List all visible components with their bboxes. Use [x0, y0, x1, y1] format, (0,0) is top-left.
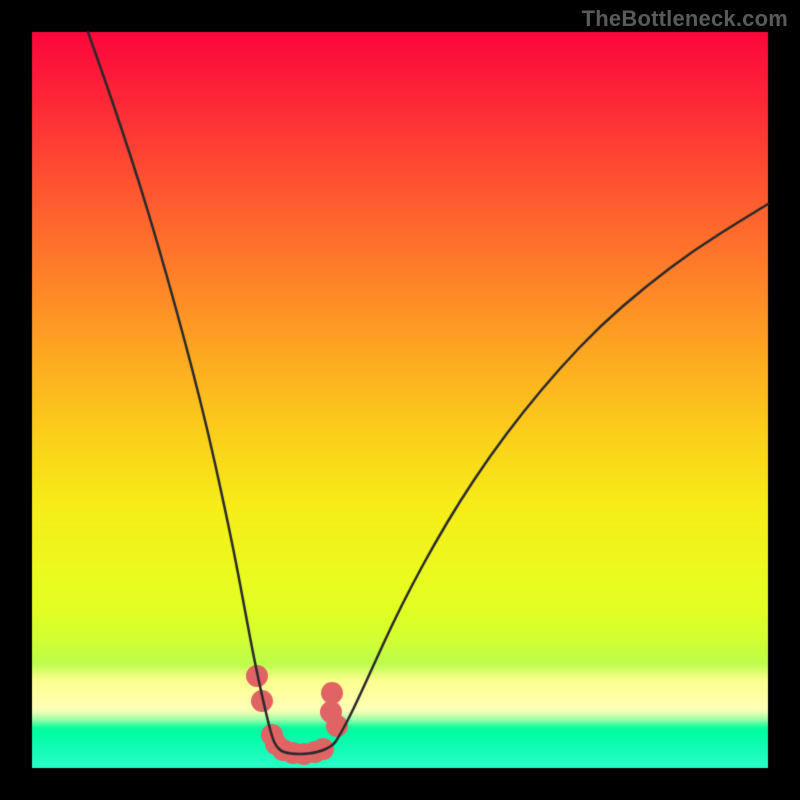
watermark-text: TheBottleneck.com: [582, 6, 788, 32]
chart-root: TheBottleneck.com: [0, 0, 800, 800]
bottleneck-chart-canvas: [0, 0, 800, 800]
